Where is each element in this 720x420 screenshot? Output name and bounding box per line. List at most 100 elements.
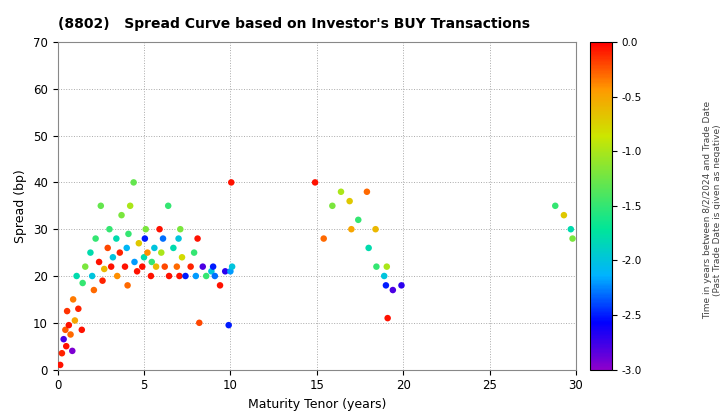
Point (65, 331, 76, 338)
Point (68, 296, 79, 303)
Point (150, 263, 162, 270)
Point (344, 198, 356, 205)
X-axis label: Maturity Tenor (years): Maturity Tenor (years) (248, 398, 386, 411)
Point (209, 273, 220, 279)
Point (223, 322, 235, 328)
Point (163, 273, 175, 279)
Point (206, 268, 217, 275)
Point (133, 240, 145, 247)
Point (156, 249, 167, 256)
Point (163, 202, 174, 209)
Point (207, 263, 219, 270)
Point (88, 287, 99, 294)
Point (146, 259, 158, 265)
Point (122, 282, 133, 289)
Point (138, 254, 150, 261)
Point (336, 189, 347, 195)
Point (215, 282, 226, 289)
Y-axis label: Spread (bp): Spread (bp) (14, 169, 27, 243)
Point (105, 263, 117, 270)
Point (96, 277, 108, 284)
Point (104, 226, 115, 233)
Point (90, 235, 102, 242)
Point (77, 280, 89, 286)
Point (318, 235, 330, 242)
Point (85, 249, 96, 256)
Text: Time in years between 8/2/2024 and Trade Date
(Past Trade Date is given as negat: Time in years between 8/2/2024 and Trade… (703, 101, 720, 319)
Point (200, 273, 212, 279)
Point (58, 336, 69, 343)
Point (157, 235, 168, 242)
Point (381, 263, 392, 270)
Point (327, 202, 338, 209)
Point (61, 308, 73, 315)
Point (194, 320, 205, 326)
Point (353, 216, 364, 223)
Point (145, 273, 157, 279)
Point (225, 268, 236, 275)
Point (76, 326, 88, 333)
Point (189, 249, 200, 256)
Point (197, 263, 209, 270)
Point (168, 244, 179, 251)
Point (114, 249, 125, 256)
Point (371, 263, 382, 270)
Point (174, 226, 186, 233)
Point (192, 235, 203, 242)
Point (148, 244, 160, 251)
Point (116, 212, 127, 218)
Point (558, 212, 570, 218)
Point (73, 305, 84, 312)
Point (387, 287, 399, 294)
Point (396, 282, 408, 289)
Point (55, 362, 66, 368)
Point (361, 189, 373, 195)
Point (129, 259, 140, 265)
Point (154, 226, 166, 233)
Point (180, 273, 192, 279)
Text: (8802)   Spread Curve based on Investor's BUY Transactions: (8802) Spread Curve based on Investor's … (58, 17, 530, 31)
Point (549, 202, 561, 209)
Point (226, 263, 238, 270)
Point (174, 273, 185, 279)
Point (102, 244, 114, 251)
Point (94, 259, 105, 265)
Point (79, 263, 91, 270)
Point (95, 202, 107, 209)
Point (60, 326, 71, 333)
Point (567, 235, 578, 242)
Point (131, 268, 143, 275)
Point (382, 315, 393, 321)
Point (310, 179, 321, 186)
Point (120, 263, 131, 270)
Point (190, 273, 202, 279)
Point (107, 254, 119, 261)
Point (220, 268, 231, 275)
Point (370, 226, 382, 233)
Point (171, 263, 183, 270)
Point (71, 273, 82, 279)
Point (86, 273, 98, 279)
Point (380, 282, 392, 289)
Point (121, 244, 132, 251)
Point (125, 202, 136, 209)
Point (346, 226, 357, 233)
Point (379, 273, 390, 279)
Point (142, 249, 153, 256)
Point (363, 244, 374, 251)
Point (176, 254, 188, 261)
Point (66, 347, 78, 354)
Point (159, 263, 171, 270)
Point (112, 273, 123, 279)
Point (69, 317, 81, 324)
Point (565, 226, 577, 233)
Point (56, 350, 68, 357)
Point (122, 231, 134, 237)
Point (99, 265, 110, 272)
Point (225, 179, 237, 186)
Point (137, 263, 148, 270)
Point (63, 322, 75, 328)
Point (185, 263, 197, 270)
Point (111, 235, 122, 242)
Point (173, 235, 184, 242)
